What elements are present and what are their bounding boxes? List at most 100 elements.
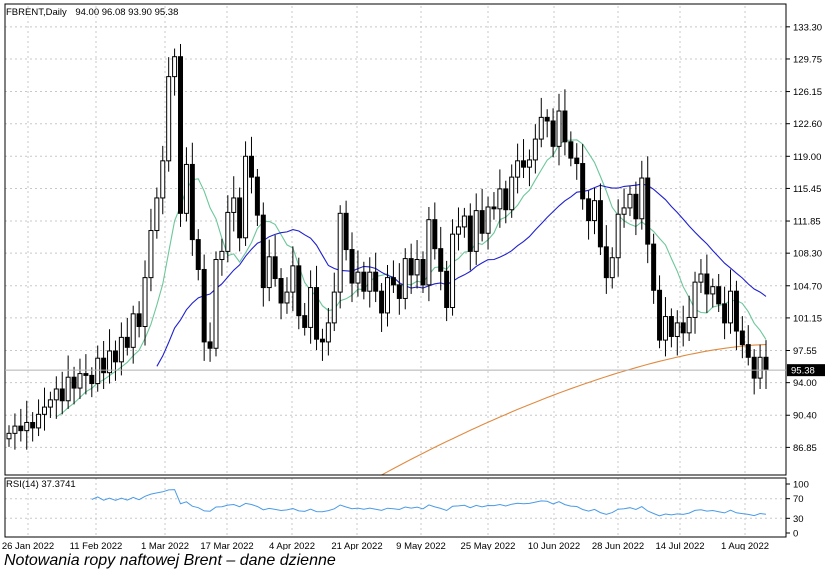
candle: [473, 193, 479, 265]
candle-body-down: [479, 210, 485, 234]
candle: [284, 277, 290, 314]
date-tick-label: 25 May 2022: [461, 541, 516, 550]
candle-body-down: [112, 350, 118, 363]
candle-body-up: [627, 193, 633, 209]
candle-body-up: [532, 138, 538, 161]
candle-body-up: [473, 210, 479, 252]
candle-body-up: [325, 322, 331, 343]
price-panel-frame: [4, 3, 787, 476]
candle: [243, 141, 249, 246]
candle: [461, 207, 467, 238]
candle: [207, 322, 213, 362]
candle: [379, 283, 385, 332]
candle: [645, 156, 651, 264]
candle-body-up: [710, 286, 716, 295]
candle: [657, 275, 663, 349]
candle: [107, 329, 113, 384]
candle: [118, 322, 124, 376]
candle-body-up: [36, 413, 42, 429]
candle: [479, 188, 485, 242]
candle-body-down: [544, 116, 550, 122]
candle-body-down: [296, 265, 302, 317]
candle-body-up: [497, 188, 503, 210]
candle: [355, 250, 361, 297]
price-tick-label: 115.45: [793, 184, 821, 195]
candle-body-up: [426, 219, 432, 286]
candle: [408, 243, 414, 294]
candle: [728, 269, 734, 334]
candle: [136, 301, 142, 338]
candle: [485, 196, 491, 250]
candle-body-up: [47, 399, 53, 408]
candle-body-up: [355, 271, 361, 284]
candle-body-down: [491, 206, 497, 210]
symbol-label: FBRENT,Daily: [6, 7, 67, 18]
candle-body-up: [266, 256, 272, 289]
candle: [373, 252, 379, 303]
candle-body-up: [367, 271, 373, 292]
candle: [432, 202, 438, 260]
candles: [6, 44, 769, 450]
candle-body-up: [225, 211, 231, 252]
candle-body-up: [337, 212, 343, 293]
candle: [526, 149, 532, 187]
candle: [71, 366, 77, 405]
candle-body-down: [248, 155, 254, 178]
price-tick-label: 97.55: [793, 346, 817, 357]
candle: [710, 278, 716, 308]
candle-body-down: [444, 270, 450, 308]
candle-body-down: [201, 268, 207, 343]
candle-body-up: [757, 356, 763, 379]
candle: [680, 305, 686, 347]
candle: [444, 260, 450, 322]
current-price-label: 95.38: [791, 366, 815, 377]
candle-body-down: [71, 376, 77, 389]
candle: [6, 425, 12, 447]
price-tick-label: 111.85: [793, 217, 821, 228]
candle-body-down: [89, 374, 95, 385]
candle: [751, 349, 757, 395]
candle-body-up: [526, 159, 532, 168]
candle-body-up: [12, 425, 18, 434]
candle: [615, 199, 621, 277]
candle-body-up: [172, 56, 178, 78]
candle: [591, 187, 597, 235]
candle-body-down: [101, 357, 107, 374]
candle-body-up: [148, 230, 154, 279]
candle: [272, 235, 278, 287]
rsi-line: [91, 489, 767, 517]
candle: [160, 145, 166, 215]
candle-body-up: [213, 259, 219, 349]
candle-body-up: [402, 258, 408, 299]
candle-body-down: [668, 316, 674, 337]
candle-body-down: [438, 248, 444, 272]
candle-body-down: [278, 278, 284, 304]
candle-body-up: [591, 200, 597, 222]
candle: [337, 205, 343, 309]
candle-body-up: [231, 197, 237, 213]
candle: [195, 229, 201, 281]
rsi-tick-label: 0: [793, 529, 798, 540]
candle-body-up: [385, 277, 390, 314]
candle-body-down: [178, 56, 184, 214]
candle-body-up: [243, 155, 249, 239]
date-tick-label: 1 Mar 2022: [141, 541, 189, 550]
candle-body-up: [662, 316, 668, 341]
candle: [739, 316, 745, 359]
date-axis: 26 Jan 2022 11 Feb 2022 1 Mar 2022 17 Mar 2…: [2, 541, 769, 550]
candle: [609, 247, 615, 289]
date-tick-label: 10 Jun 2022: [528, 541, 580, 550]
candle: [343, 200, 349, 261]
candle-body-down: [343, 212, 349, 251]
candle: [290, 246, 296, 312]
candle-body-up: [515, 160, 521, 178]
candle: [77, 358, 83, 399]
candle: [41, 387, 47, 431]
candle: [621, 188, 627, 228]
candle: [112, 340, 118, 381]
candle-body-down: [645, 177, 651, 245]
candle-body-down: [237, 197, 243, 239]
candle-body-down: [716, 286, 722, 305]
candle: [154, 187, 160, 239]
